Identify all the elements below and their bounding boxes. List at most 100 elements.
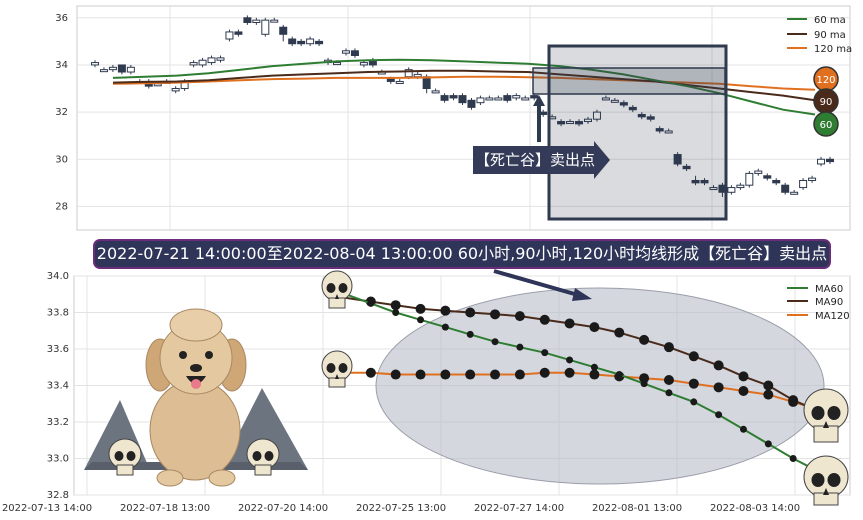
data-point-MA60 [417,316,425,324]
candle-body [709,187,718,191]
data-point-MA120 [564,367,575,378]
candle-body [772,179,781,184]
candle-body [557,121,566,125]
y-tick-label: 33.6 [47,344,69,355]
candle-body [682,165,691,170]
data-point-MA60 [615,371,623,379]
data-point-MA60 [491,338,499,346]
data-point-MA90 [465,307,476,318]
data-point-MA90 [688,351,699,362]
bottom-y-ticks: 32.8 33.0 33.2 33.4 33.6 33.8 34.0 [47,271,69,501]
candle-body [288,38,297,45]
data-point-MA90 [564,318,575,329]
candle-body [727,187,736,193]
data-point-MA120 [713,382,724,393]
pointer-arrow [493,269,592,301]
data-point-MA120 [465,369,476,380]
data-point-MA90 [614,327,625,338]
data-point-MA120 [365,367,376,378]
ma60-line [112,58,816,116]
y-tick-label: 34.0 [47,271,69,282]
data-point-MA60 [690,398,698,406]
legend-ma120: 120 ma [814,44,852,55]
candle-body [261,19,270,35]
moving-average-lines [112,58,816,116]
data-point-MA120 [639,373,650,384]
y-tick-label: 36 [55,13,68,24]
ma-series-lines [345,293,823,475]
x-tick-label: 2022-07-13 14:00 [2,503,92,514]
candle-body [171,88,180,92]
candle-body [153,83,162,87]
candle-body [655,128,664,132]
candle-body [485,97,494,101]
bottom-legend: MA60 MA90 MA120 [787,284,850,322]
data-point-MA120 [589,369,600,380]
candle-body [664,130,673,134]
data-point-MA60 [739,425,747,433]
candle-body [234,31,243,35]
candle-body [799,179,808,189]
data-point-MA120 [539,367,550,378]
candle-body [521,97,530,101]
data-point-MA60 [541,349,549,357]
death-valley-box [547,44,728,221]
candle-body [333,62,342,66]
x-tick-label: 2022-08-03 14:00 [710,503,800,514]
data-point-MA60 [466,330,474,338]
data-point-MA120 [763,389,774,400]
skull-icon [803,388,849,443]
candle-body [279,26,288,35]
candle-body [395,80,404,84]
data-point-MA60 [590,363,598,371]
skull-icon [321,350,353,388]
x-tick-label: 2022-07-25 13:00 [356,503,446,514]
x-tick-label: 2022-07-20 14:00 [238,503,328,514]
data-point-MA90 [763,380,774,391]
legend-MA90: MA90 [815,297,843,308]
data-point-MA90 [514,311,525,322]
data-point-MA90 [738,371,749,382]
y-tick-label: 28 [55,201,68,212]
y-tick-label: 30 [55,154,68,165]
data-point-MA60 [789,455,797,462]
candle-body [359,62,368,66]
data-point-MA60 [566,356,574,364]
candle-body [449,95,458,99]
candle-body [826,158,834,163]
top-plot-area [76,5,851,231]
legend-ma90: 90 ma [814,30,846,41]
badge-60: 60 [820,120,833,131]
highlight-ellipse [375,287,825,485]
data-point-MA90 [390,300,401,311]
candle-body [297,40,306,45]
sell-point-arrow: 【死亡谷】卖出点 [473,141,610,179]
data-point-MA120 [514,369,525,380]
candlestick-chart: 28 30 32 34 36 【死亡谷】卖出点 60 ma 90 ma 120 ma 1… [55,5,852,231]
candle-body [503,95,512,101]
candle-body [476,97,485,104]
candle-body [700,179,709,184]
y-tick-label: 33.0 [47,454,69,465]
candle-body [315,40,324,45]
candle-body [386,78,395,82]
data-point-MA90 [589,322,600,333]
candle-body [458,95,467,104]
data-point-MA90 [639,334,650,345]
value-badges: 120 90 60 [813,66,839,137]
legend-MA60: MA60 [815,284,843,295]
y-tick-label: 33.4 [47,381,69,392]
data-point-MA90 [713,360,724,371]
candle-body [763,175,772,179]
candle-body [198,59,207,66]
candle-body [592,111,601,120]
candle-body [781,184,790,193]
data-point-MA90 [663,342,674,353]
y-tick-label: 33.2 [47,417,69,428]
candle-body [637,113,646,118]
data-point-MA60 [392,309,400,316]
candle-body [673,154,682,165]
y-tick-label: 33.8 [47,308,69,319]
data-point-MA90 [490,309,501,320]
